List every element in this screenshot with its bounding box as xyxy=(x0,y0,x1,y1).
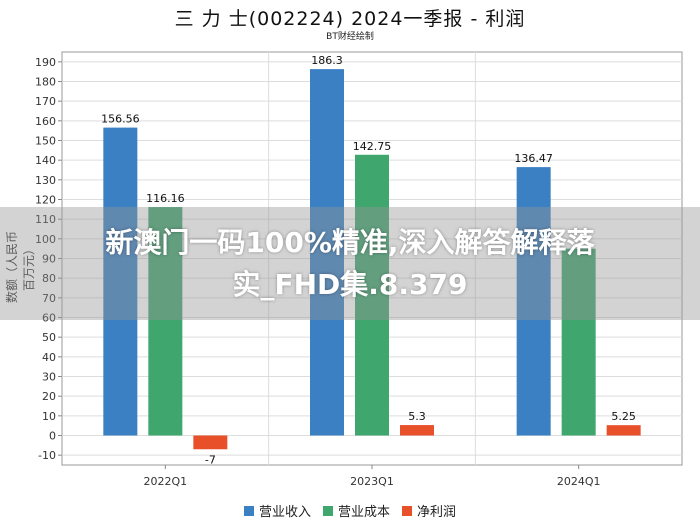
y-tick-label: 20 xyxy=(42,390,56,403)
y-tick-label: 110 xyxy=(35,213,56,226)
bar-2024Q1-0 xyxy=(516,167,551,436)
y-tick-label: 170 xyxy=(35,95,56,108)
y-tick-label: 10 xyxy=(42,410,56,423)
bar-2023Q1-0 xyxy=(310,69,344,436)
watermark-banner-line-2: 实_FHD集.8.379 xyxy=(232,268,468,301)
legend-label-revenue: 营业收入 xyxy=(258,505,311,520)
bar-2023Q1-2 xyxy=(400,425,434,436)
watermark-banner-line-1: 新澳门一码100%精准,深入解答解释落 xyxy=(105,226,595,259)
bar-2024Q1-1 xyxy=(561,248,596,436)
bar-2023Q1-1 xyxy=(355,154,389,436)
y-tick-label: 60 xyxy=(42,312,56,325)
data-label: 5.3 xyxy=(408,410,426,423)
data-label: 116.16 xyxy=(146,192,185,205)
x-tick-label: 2024Q1 xyxy=(557,475,601,488)
chart-legend: 营业收入 营业成本 净利润 xyxy=(0,501,700,520)
y-tick-label: 190 xyxy=(35,56,56,69)
data-label: -7 xyxy=(205,453,216,466)
x-tick-label: 2022Q1 xyxy=(144,475,188,488)
y-tick-label: 40 xyxy=(42,351,56,364)
data-label: 186.3 xyxy=(311,54,343,67)
y-tick-label: 50 xyxy=(42,331,56,344)
y-tick-label: 70 xyxy=(42,292,56,305)
bar-2022Q1-2 xyxy=(193,435,228,450)
x-tick-label: 2023Q1 xyxy=(350,475,394,488)
y-tick-label: -10 xyxy=(38,449,56,462)
data-label: 142.75 xyxy=(353,140,392,153)
y-tick-label: 30 xyxy=(42,371,56,384)
chart-subtitle: BT财经绘制 xyxy=(326,32,374,42)
legend-swatch-revenue xyxy=(243,505,254,516)
legend-swatch-cost xyxy=(322,505,333,516)
y-tick-label: 80 xyxy=(42,272,56,285)
y-tick-label: 0 xyxy=(49,430,56,443)
y-tick-label: 150 xyxy=(35,135,56,148)
data-label: 156.56 xyxy=(101,113,140,126)
legend-label-net-profit: 净利润 xyxy=(417,505,457,520)
chart-title: 三 力 士(002224) 2024一季报 - 利润 xyxy=(174,8,526,30)
y-tick-label: 100 xyxy=(35,233,56,246)
legend-item-net-profit: 净利润 xyxy=(402,501,456,520)
bar-2022Q1-0 xyxy=(103,127,138,436)
watermark-banner-text: 新澳门一码100%精准,深入解答解释落 实_FHD集.8.379 xyxy=(40,222,660,306)
bar-2024Q1-2 xyxy=(606,425,641,436)
watermark-banner xyxy=(0,207,700,320)
y-tick-label: 130 xyxy=(35,174,56,187)
y-tick-label: 90 xyxy=(42,253,56,266)
legend-item-revenue: 营业收入 xyxy=(243,501,311,520)
bar-2022Q1-1 xyxy=(148,207,183,436)
y-tick-label: 160 xyxy=(35,115,56,128)
y-tick-label: 140 xyxy=(35,154,56,167)
y-tick-label: 180 xyxy=(35,76,56,89)
legend-swatch-net-profit xyxy=(402,505,412,516)
legend-label-cost: 营业成本 xyxy=(337,505,390,520)
data-label: 136.47 xyxy=(514,152,553,165)
data-label: 5.25 xyxy=(611,410,636,423)
y-tick-label: 120 xyxy=(35,194,56,207)
legend-item-cost: 营业成本 xyxy=(322,501,390,520)
